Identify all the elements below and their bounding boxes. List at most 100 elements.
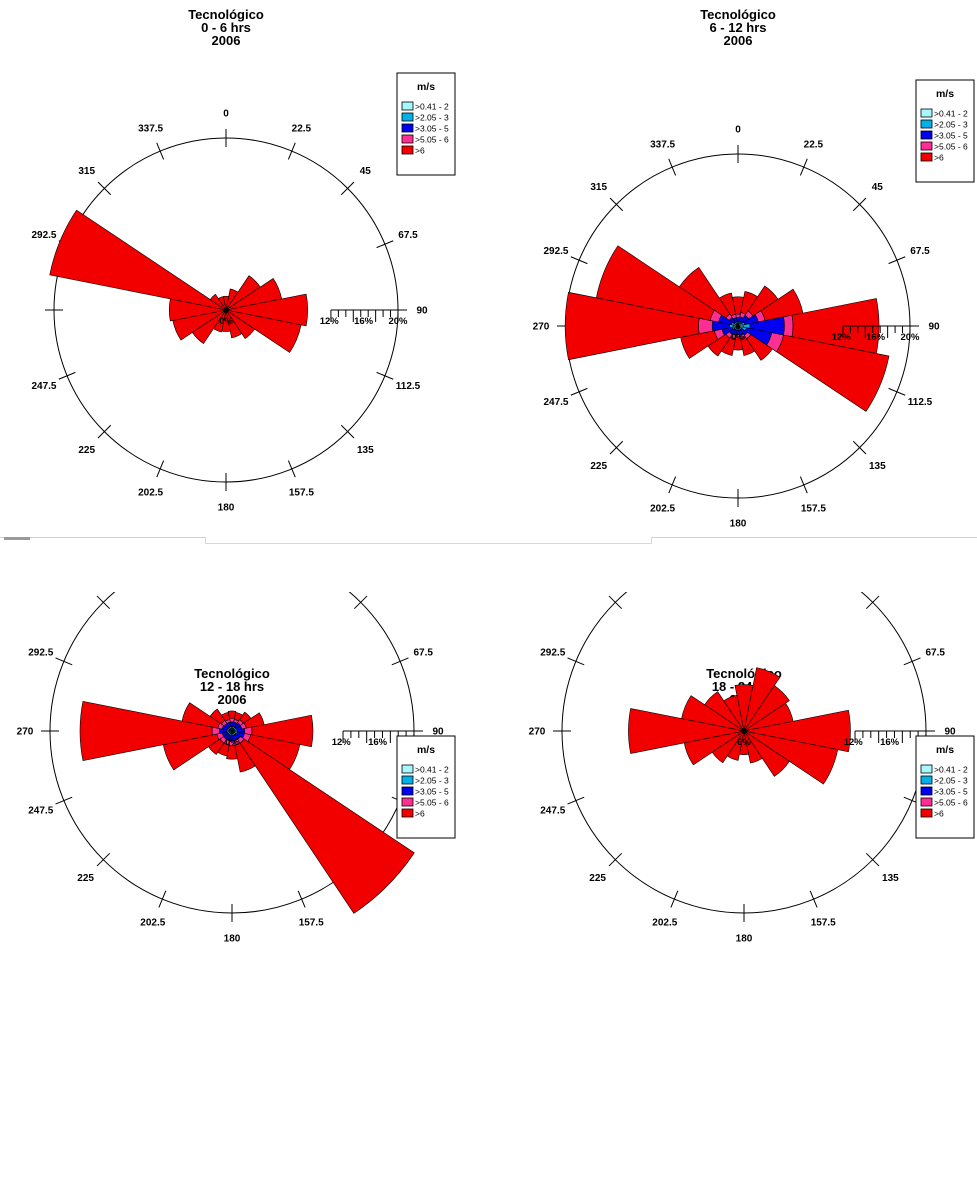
direction-tick [157, 461, 164, 478]
scale-label: 20% [388, 316, 408, 327]
direction-label: 225 [78, 445, 95, 456]
direction-tick [669, 477, 676, 494]
direction-label: 90 [928, 322, 940, 333]
legend-swatch [402, 124, 413, 132]
scale-label: 12% [844, 737, 864, 748]
legend-swatch [402, 765, 413, 773]
petals [565, 246, 889, 412]
direction-label: 22.5 [804, 139, 824, 150]
direction-tick [568, 797, 585, 804]
legend-swatch [921, 120, 932, 128]
legend-swatch [402, 776, 413, 784]
legend-title: m/s [936, 88, 954, 100]
legend-swatch [921, 765, 932, 773]
direction-label: 292.5 [540, 647, 565, 658]
direction-label: 67.5 [910, 246, 930, 257]
title-line: 2006 [212, 33, 241, 48]
legend-label: >3.05 - 5 [415, 787, 449, 797]
direction-label: 22.5 [292, 123, 312, 134]
legend-swatch [921, 109, 932, 117]
direction-label: 270 [529, 727, 546, 738]
legend-swatch [402, 102, 413, 110]
legend-title: m/s [417, 744, 435, 756]
legend-swatch [921, 776, 932, 784]
scale-label: 12% [320, 316, 340, 327]
direction-tick [889, 257, 906, 264]
scrollbar-fragment [205, 537, 652, 544]
legend-swatch [402, 113, 413, 121]
legend-label: >6 [934, 809, 944, 819]
scale-label: 12% [332, 737, 352, 748]
direction-tick [571, 388, 588, 395]
direction-label: 270 [533, 322, 550, 333]
petal-segment [50, 210, 224, 309]
scale-label: 0% [731, 332, 745, 343]
direction-tick [159, 891, 166, 908]
direction-label: 180 [218, 503, 235, 514]
direction-tick [59, 372, 76, 379]
direction-label: 90 [416, 306, 428, 317]
legend: m/s>0.41 - 2>2.05 - 3>3.05 - 5>5.05 - 6>… [916, 736, 974, 838]
direction-label: 157.5 [299, 918, 324, 929]
legend-swatch [921, 809, 932, 817]
direction-tick [157, 143, 164, 160]
direction-label: 337.5 [138, 123, 163, 134]
direction-label: 202.5 [650, 504, 675, 515]
petal-segment [240, 739, 414, 913]
scale-label: 16% [880, 737, 900, 748]
direction-tick [288, 143, 295, 160]
direction-label: 315 [78, 166, 95, 177]
legend-swatch [921, 142, 932, 150]
direction-tick [568, 658, 585, 665]
scale-label: 20% [900, 332, 920, 343]
title-line: 2006 [218, 692, 247, 707]
direction-label: 67.5 [398, 230, 418, 241]
legend-swatch [921, 131, 932, 139]
direction-label: 292.5 [28, 647, 53, 658]
direction-tick [392, 658, 409, 665]
direction-label: 180 [730, 519, 747, 530]
direction-tick [56, 658, 73, 665]
scale-label: 6% [737, 737, 751, 748]
direction-label: 202.5 [138, 488, 163, 499]
legend-label: >0.41 - 2 [934, 109, 968, 119]
direction-label: 225 [77, 873, 94, 884]
legend-label: >0.41 - 2 [415, 102, 449, 112]
legend-label: >2.05 - 3 [934, 120, 968, 130]
scale-label: 16% [354, 316, 374, 327]
direction-label: 0 [735, 125, 741, 136]
legend-label: >3.05 - 5 [934, 131, 968, 141]
direction-tick [377, 241, 394, 248]
scale-label: 0% [225, 737, 239, 748]
direction-label: 157.5 [801, 504, 826, 515]
direction-label: 202.5 [652, 918, 677, 929]
direction-label: 157.5 [811, 918, 836, 929]
legend: m/s>0.41 - 2>2.05 - 3>3.05 - 5>5.05 - 6>… [397, 73, 455, 175]
direction-tick [56, 797, 73, 804]
direction-tick [298, 891, 305, 908]
petal-segment [784, 315, 793, 336]
direction-label: 135 [882, 873, 899, 884]
scale-label: 16% [866, 332, 886, 343]
legend-title: m/s [936, 744, 954, 756]
direction-tick [288, 461, 295, 478]
direction-tick [669, 159, 676, 176]
legend-swatch [402, 809, 413, 817]
direction-label: 180 [736, 934, 753, 945]
direction-label: 180 [224, 934, 241, 945]
direction-tick [810, 891, 817, 908]
legend-label: >5.05 - 6 [415, 135, 449, 145]
direction-label: 67.5 [926, 647, 946, 658]
legend-swatch [921, 798, 932, 806]
direction-label: 315 [590, 182, 607, 193]
direction-label: 112.5 [908, 397, 933, 408]
petals [50, 210, 308, 352]
